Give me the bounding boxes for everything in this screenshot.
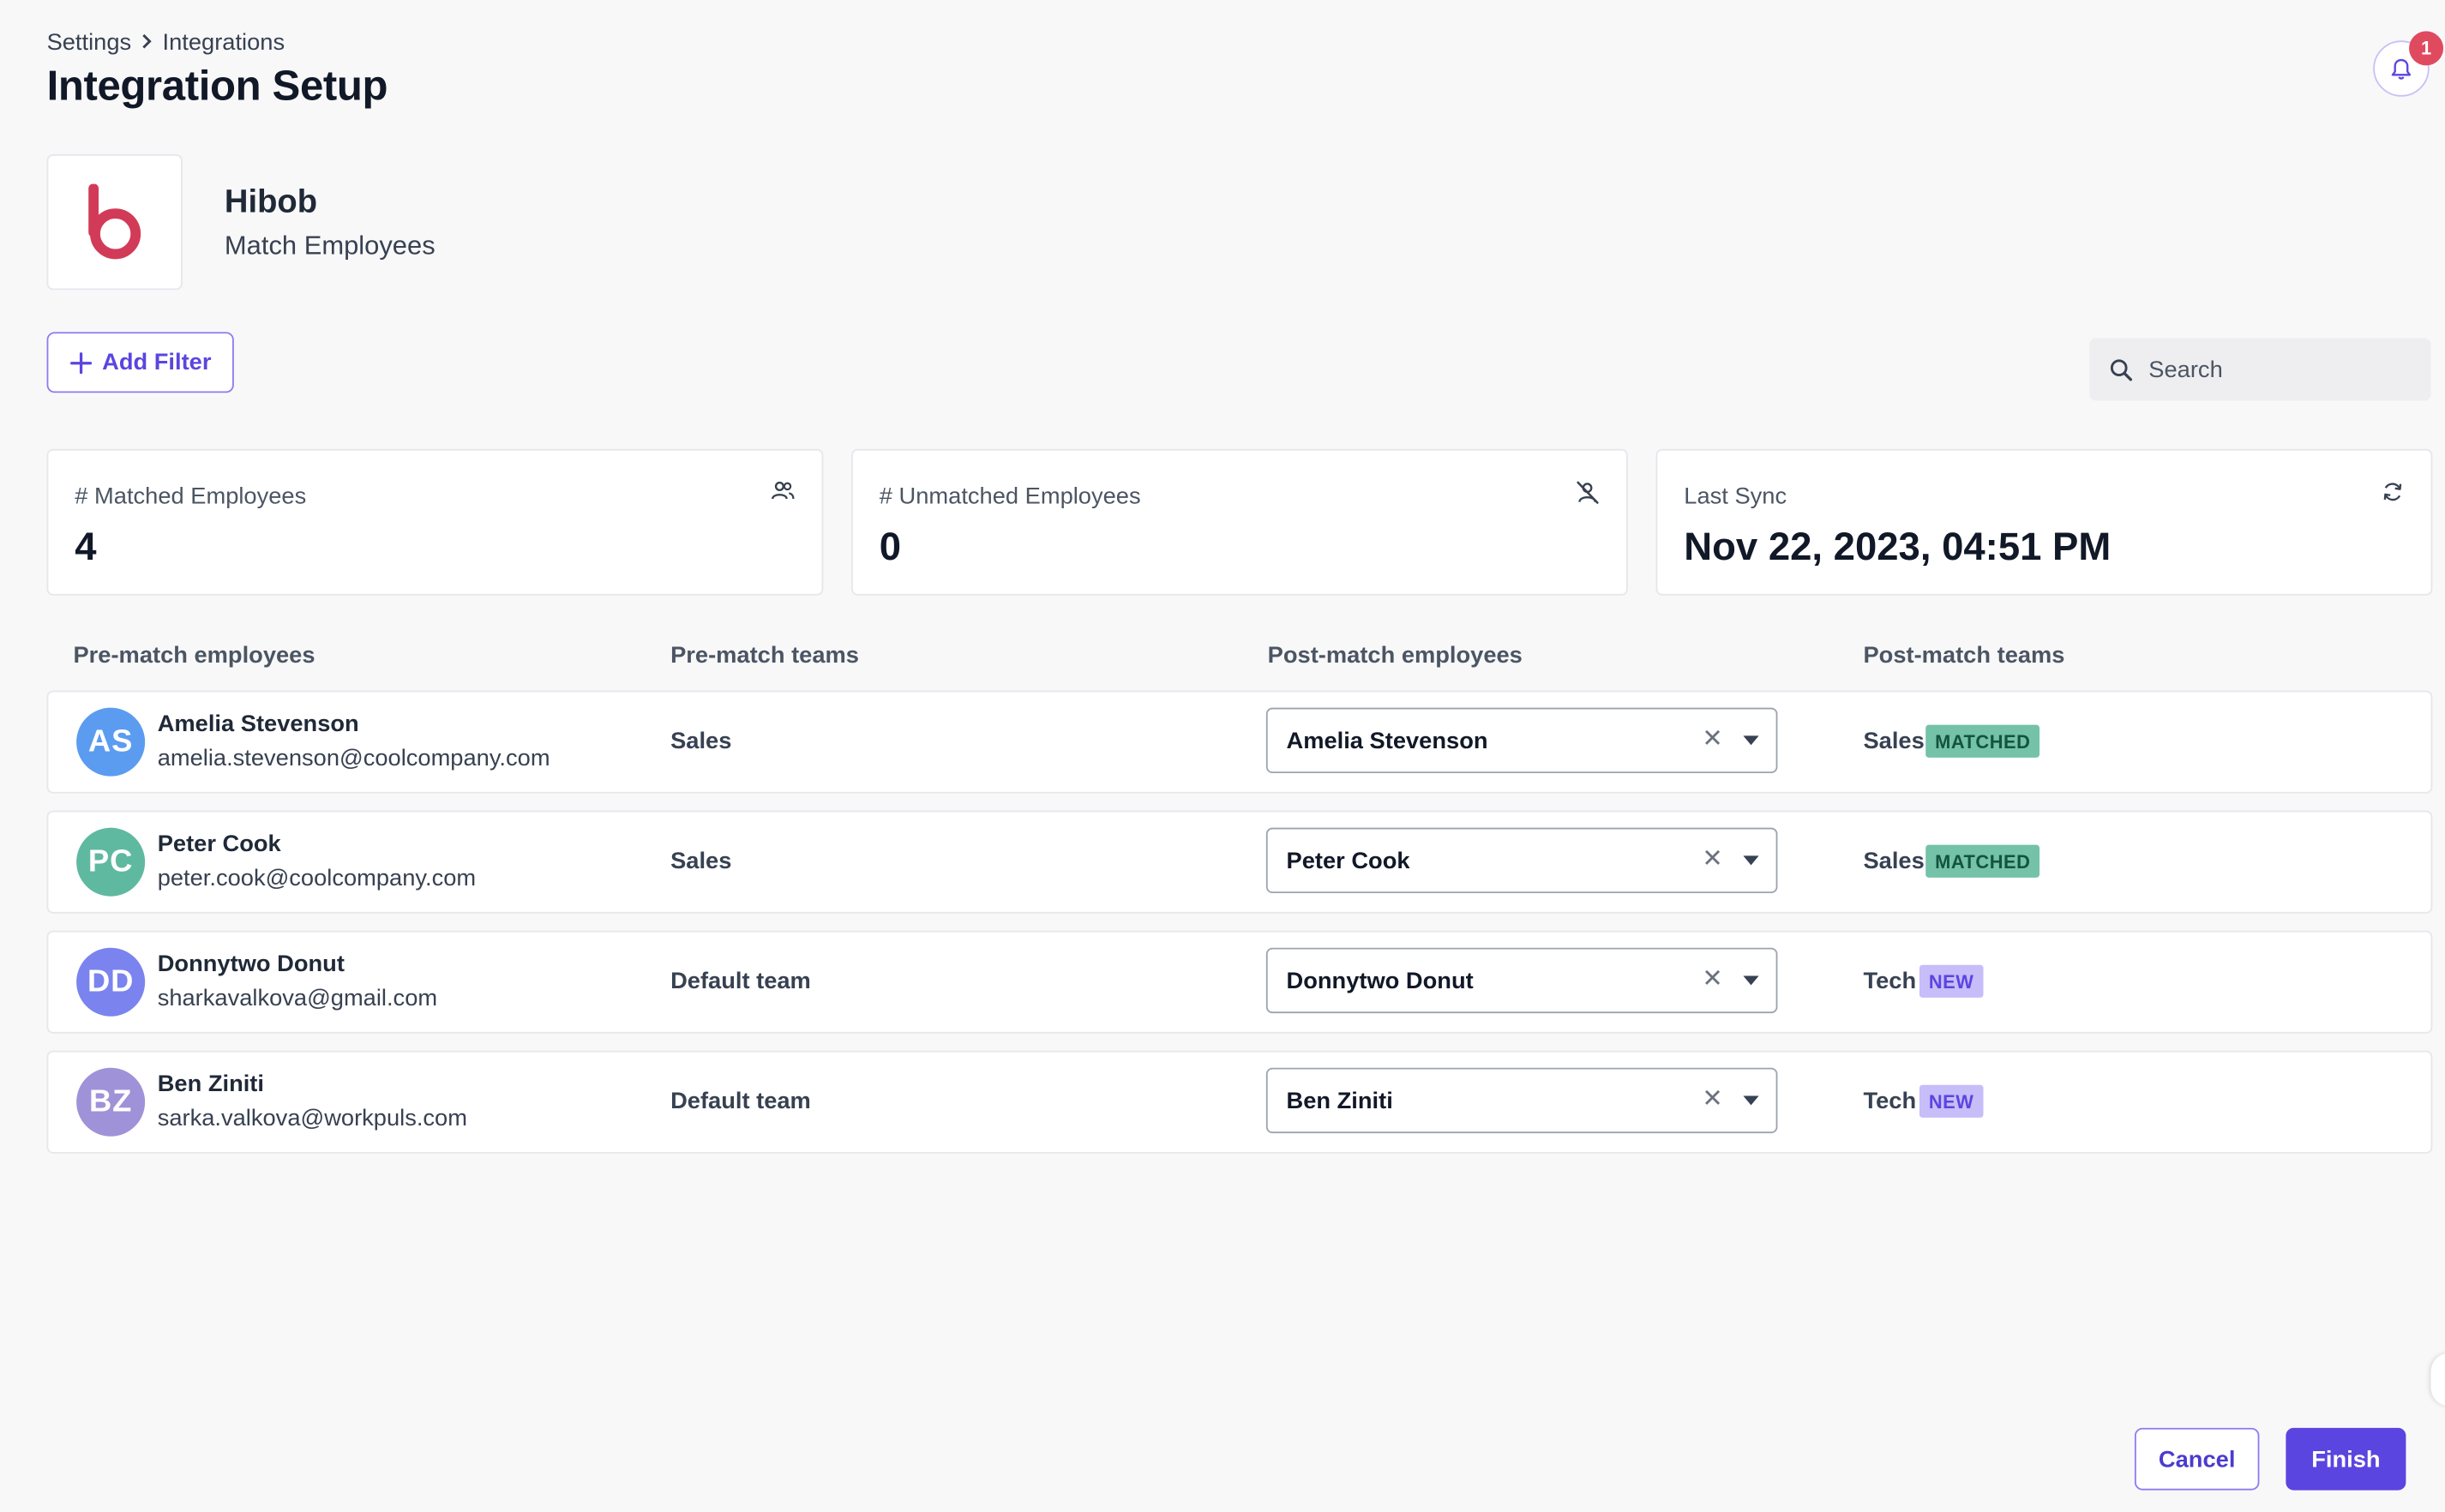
chevron-down-icon[interactable]	[1743, 735, 1759, 746]
side-panel-handle[interactable]	[2430, 1353, 2445, 1407]
search-icon	[2110, 358, 2133, 381]
employee-name: Peter Cook	[157, 831, 281, 858]
post-match-team: Tech	[1863, 968, 1917, 995]
users-icon	[772, 481, 795, 500]
bell-icon	[2391, 57, 2412, 79]
hibob-logo	[46, 154, 183, 291]
status-badge: MATCHED	[1925, 724, 2040, 758]
post-match-team: Tech	[1863, 1088, 1917, 1115]
status-badge: NEW	[1919, 964, 1984, 998]
selected-employee: Donnytwo Donut	[1286, 967, 1474, 994]
clear-icon[interactable]: ✕	[1702, 1086, 1723, 1113]
stat-value: 4	[75, 525, 97, 569]
stat-card-last-sync: Last Sync Nov 22, 2023, 04:51 PM	[1655, 448, 2433, 596]
integration-name: Hibob	[224, 183, 318, 220]
breadcrumb-integrations[interactable]: Integrations	[162, 29, 285, 57]
selected-employee: Peter Cook	[1286, 847, 1410, 874]
column-header: Pre-match teams	[670, 642, 859, 669]
post-match-team: Sales	[1863, 848, 1925, 875]
table-row: AS Amelia Stevenson amelia.stevenson@coo…	[46, 690, 2433, 794]
clear-icon[interactable]: ✕	[1702, 726, 1723, 753]
chevron-down-icon[interactable]	[1743, 1095, 1759, 1106]
post-match-employee-select[interactable]: Peter Cook ✕	[1265, 827, 1778, 894]
avatar: BZ	[76, 1067, 146, 1137]
avatar: AS	[76, 707, 146, 777]
pre-match-team: Default team	[670, 1088, 811, 1115]
cancel-button[interactable]: Cancel	[2134, 1427, 2260, 1491]
sync-icon	[2383, 483, 2402, 501]
search-box[interactable]	[2089, 338, 2431, 401]
chevron-right-icon	[141, 31, 153, 54]
finish-button[interactable]: Finish	[2286, 1427, 2406, 1491]
integration-subtitle: Match Employees	[224, 231, 436, 261]
pre-match-team: Sales	[670, 728, 732, 755]
column-header: Post-match employees	[1267, 642, 1523, 669]
stat-label: Last Sync	[1684, 483, 1787, 510]
employee-email: peter.cook@coolcompany.com	[157, 865, 477, 892]
breadcrumb-settings[interactable]: Settings	[46, 29, 132, 57]
notification-count-badge: 1	[2409, 31, 2444, 66]
stat-value: Nov 22, 2023, 04:51 PM	[1684, 525, 2112, 569]
employee-name: Donnytwo Donut	[157, 951, 345, 978]
post-match-employee-select[interactable]: Ben Ziniti ✕	[1265, 1067, 1778, 1134]
search-input[interactable]	[2148, 356, 2399, 383]
column-header: Post-match teams	[1863, 642, 2065, 669]
avatar: DD	[76, 947, 146, 1017]
stat-card-unmatched: # Unmatched Employees 0	[851, 448, 1628, 596]
avatar: PC	[76, 827, 146, 897]
clear-icon[interactable]: ✕	[1702, 846, 1723, 873]
table-row: BZ Ben Ziniti sarka.valkova@workpuls.com…	[46, 1050, 2433, 1154]
employee-email: sarka.valkova@workpuls.com	[157, 1105, 467, 1132]
status-badge: NEW	[1919, 1084, 1984, 1118]
post-match-team: Sales	[1863, 728, 1925, 755]
pre-match-team: Default team	[670, 968, 811, 995]
status-badge: MATCHED	[1925, 844, 2040, 878]
plus-icon	[69, 351, 92, 374]
add-filter-label: Add Filter	[102, 349, 212, 376]
breadcrumb: Settings Integrations	[47, 30, 285, 57]
table-row: DD Donnytwo Donut sharkavalkova@gmail.co…	[46, 930, 2433, 1034]
chevron-down-icon[interactable]	[1743, 855, 1759, 866]
user-off-icon	[1577, 481, 1599, 504]
clear-icon[interactable]: ✕	[1702, 966, 1723, 993]
post-match-employee-select[interactable]: Donnytwo Donut ✕	[1265, 947, 1778, 1014]
add-filter-button[interactable]: Add Filter	[46, 332, 234, 393]
employee-email: sharkavalkova@gmail.com	[157, 985, 438, 1012]
chevron-down-icon[interactable]	[1743, 975, 1759, 986]
selected-employee: Amelia Stevenson	[1286, 727, 1488, 754]
employee-name: Amelia Stevenson	[157, 711, 359, 738]
page-title: Integration Setup	[46, 62, 388, 110]
column-header: Pre-match employees	[73, 642, 315, 669]
table-row: PC Peter Cook peter.cook@coolcompany.com…	[46, 810, 2433, 914]
post-match-employee-select[interactable]: Amelia Stevenson ✕	[1265, 707, 1778, 774]
notifications-button[interactable]: 1	[2373, 31, 2444, 97]
pre-match-team: Sales	[670, 848, 732, 875]
selected-employee: Ben Ziniti	[1286, 1087, 1393, 1114]
stat-value: 0	[879, 525, 902, 569]
employee-name: Ben Ziniti	[157, 1071, 264, 1098]
employee-email: amelia.stevenson@coolcompany.com	[157, 745, 550, 772]
stat-label: # Matched Employees	[75, 483, 307, 510]
stat-card-matched: # Matched Employees 4	[46, 448, 824, 596]
stat-label: # Unmatched Employees	[879, 483, 1141, 510]
